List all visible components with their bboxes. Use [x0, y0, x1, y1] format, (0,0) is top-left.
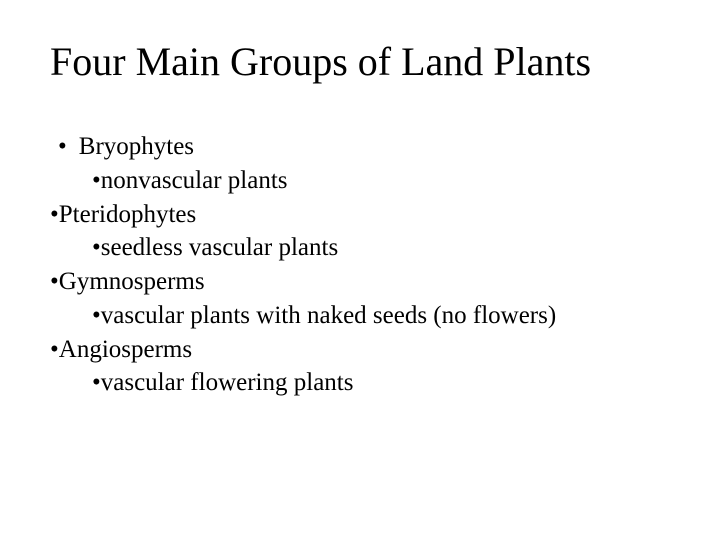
item-text: vascular plants with naked seeds (no flo…	[101, 302, 556, 329]
bullet-icon: •	[50, 333, 59, 367]
item-text: Bryophytes	[79, 133, 194, 160]
list-item: •Angiosperms	[50, 333, 670, 367]
item-text: Gymnosperms	[59, 268, 205, 295]
list-item: •vascular flowering plants	[50, 366, 670, 400]
list-item: •Pteridophytes	[50, 198, 670, 232]
bullet-icon: •	[92, 366, 101, 400]
list-item: •vascular plants with naked seeds (no fl…	[50, 299, 670, 333]
bullet-icon: •	[92, 231, 101, 265]
item-text: Pteridophytes	[59, 201, 197, 228]
bullet-icon: •	[58, 130, 67, 164]
slide-body: •Bryophytes •nonvascular plants •Pterido…	[50, 130, 670, 400]
bullet-icon: •	[92, 164, 101, 198]
bullet-icon: •	[50, 265, 59, 299]
list-item: •Gymnosperms	[50, 265, 670, 299]
list-item: •nonvascular plants	[50, 164, 670, 198]
list-item: • Bryophytes	[50, 130, 670, 164]
item-text: Angiosperms	[59, 336, 192, 363]
slide-container: Four Main Groups of Land Plants • Bryophy…	[0, 0, 720, 400]
item-text: seedless vascular plants	[101, 234, 338, 261]
slide-title: Four Main Groups of Land Plants	[50, 38, 670, 86]
bullet-icon: •	[50, 198, 59, 232]
list-item: •seedless vascular plants	[50, 231, 670, 265]
item-text: vascular flowering plants	[101, 369, 354, 396]
item-text: nonvascular plants	[101, 167, 288, 194]
bullet-icon: •	[92, 299, 101, 333]
